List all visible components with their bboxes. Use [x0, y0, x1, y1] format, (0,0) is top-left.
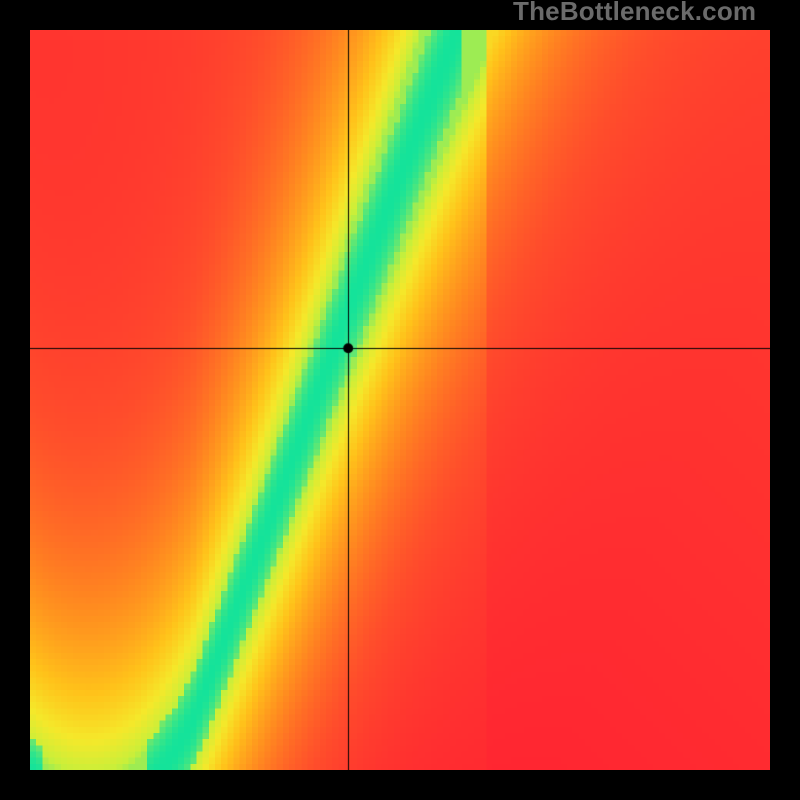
- crosshair-overlay: [30, 30, 770, 770]
- watermark-text: TheBottleneck.com: [513, 0, 756, 27]
- chart-container: TheBottleneck.com: [0, 0, 800, 800]
